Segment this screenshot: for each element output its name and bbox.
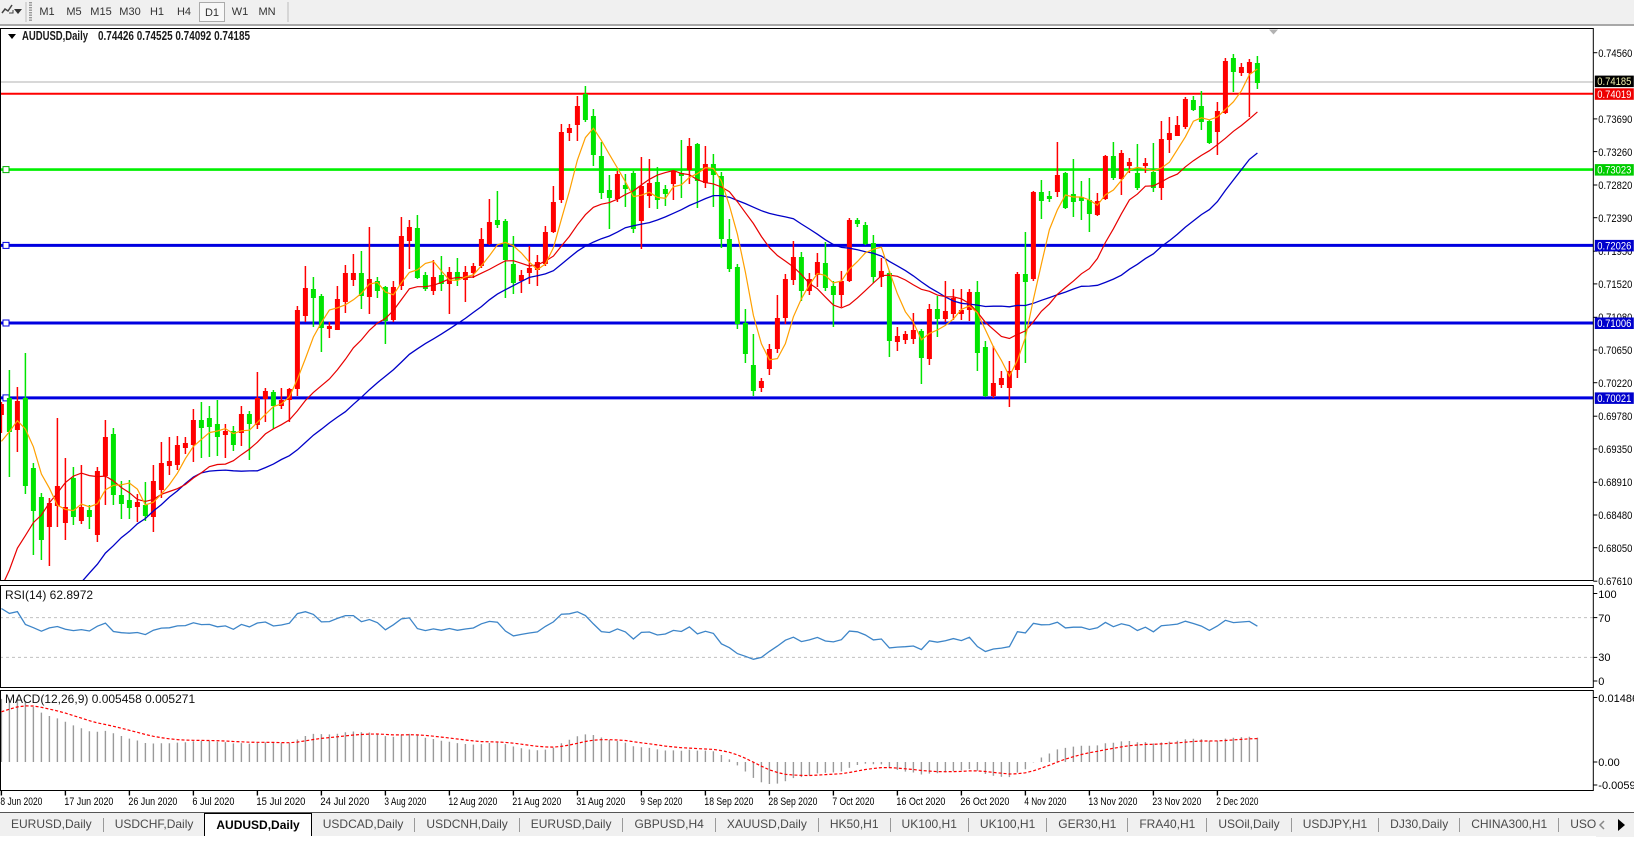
- svg-text:30: 30: [1598, 652, 1610, 664]
- svg-text:0.014861: 0.014861: [1598, 693, 1634, 705]
- svg-text:9 Sep 2020: 9 Sep 2020: [640, 796, 682, 808]
- svg-text:-0.005938: -0.005938: [1598, 780, 1634, 792]
- svg-text:0: 0: [1598, 676, 1604, 688]
- svg-text:23 Nov 2020: 23 Nov 2020: [1152, 796, 1201, 808]
- svg-text:0.00: 0.00: [1598, 757, 1619, 769]
- svg-text:17 Jun 2020: 17 Jun 2020: [64, 796, 113, 808]
- svg-text:0.70021: 0.70021: [1597, 393, 1631, 405]
- svg-text:0.73690: 0.73690: [1598, 114, 1632, 126]
- svg-text:0.74019: 0.74019: [1597, 89, 1631, 101]
- svg-text:0.74560: 0.74560: [1598, 48, 1632, 60]
- svg-text:0.71006: 0.71006: [1597, 318, 1631, 330]
- svg-text:8 Jun 2020: 8 Jun 2020: [0, 796, 42, 808]
- svg-text:6 Jul 2020: 6 Jul 2020: [192, 796, 234, 808]
- svg-text:0.72026: 0.72026: [1597, 240, 1631, 252]
- svg-text:0.69780: 0.69780: [1598, 411, 1632, 423]
- svg-text:0.73023: 0.73023: [1597, 165, 1631, 177]
- svg-text:26 Oct 2020: 26 Oct 2020: [960, 796, 1009, 808]
- svg-text:0.74185: 0.74185: [1597, 76, 1631, 88]
- svg-text:0.71520: 0.71520: [1598, 279, 1632, 291]
- svg-text:4 Nov 2020: 4 Nov 2020: [1024, 796, 1066, 808]
- svg-text:RSI(14) 62.8972: RSI(14) 62.8972: [5, 588, 93, 602]
- svg-text:15 Jul 2020: 15 Jul 2020: [256, 796, 305, 808]
- svg-text:0.72390: 0.72390: [1598, 213, 1632, 225]
- svg-text:13 Nov 2020: 13 Nov 2020: [1088, 796, 1137, 808]
- svg-text:100: 100: [1598, 589, 1616, 601]
- svg-text:24 Jul 2020: 24 Jul 2020: [320, 796, 369, 808]
- svg-text:MACD(12,26,9) 0.005458 0.00527: MACD(12,26,9) 0.005458 0.005271: [5, 692, 195, 706]
- svg-text:0.73260: 0.73260: [1598, 147, 1632, 159]
- svg-text:0.72820: 0.72820: [1598, 180, 1632, 192]
- svg-text:0.70220: 0.70220: [1598, 378, 1632, 390]
- svg-text:7 Oct 2020: 7 Oct 2020: [832, 796, 874, 808]
- svg-text:12 Aug 2020: 12 Aug 2020: [448, 796, 497, 808]
- svg-text:0.68910: 0.68910: [1598, 477, 1632, 489]
- svg-text:28 Sep 2020: 28 Sep 2020: [768, 796, 817, 808]
- svg-text:0.69350: 0.69350: [1598, 444, 1632, 456]
- svg-text:0.67610: 0.67610: [1598, 576, 1632, 588]
- svg-text:3 Aug 2020: 3 Aug 2020: [384, 796, 426, 808]
- svg-text:0.70650: 0.70650: [1598, 345, 1632, 357]
- svg-text:70: 70: [1598, 613, 1610, 625]
- svg-text:2 Dec 2020: 2 Dec 2020: [1216, 796, 1258, 808]
- svg-text:18 Sep 2020: 18 Sep 2020: [704, 796, 753, 808]
- svg-text:16 Oct 2020: 16 Oct 2020: [896, 796, 945, 808]
- svg-text:0.68050: 0.68050: [1598, 543, 1632, 555]
- svg-text:21 Aug 2020: 21 Aug 2020: [512, 796, 561, 808]
- svg-text:0.68480: 0.68480: [1598, 510, 1632, 522]
- svg-text:31 Aug 2020: 31 Aug 2020: [576, 796, 625, 808]
- svg-text:26 Jun 2020: 26 Jun 2020: [128, 796, 177, 808]
